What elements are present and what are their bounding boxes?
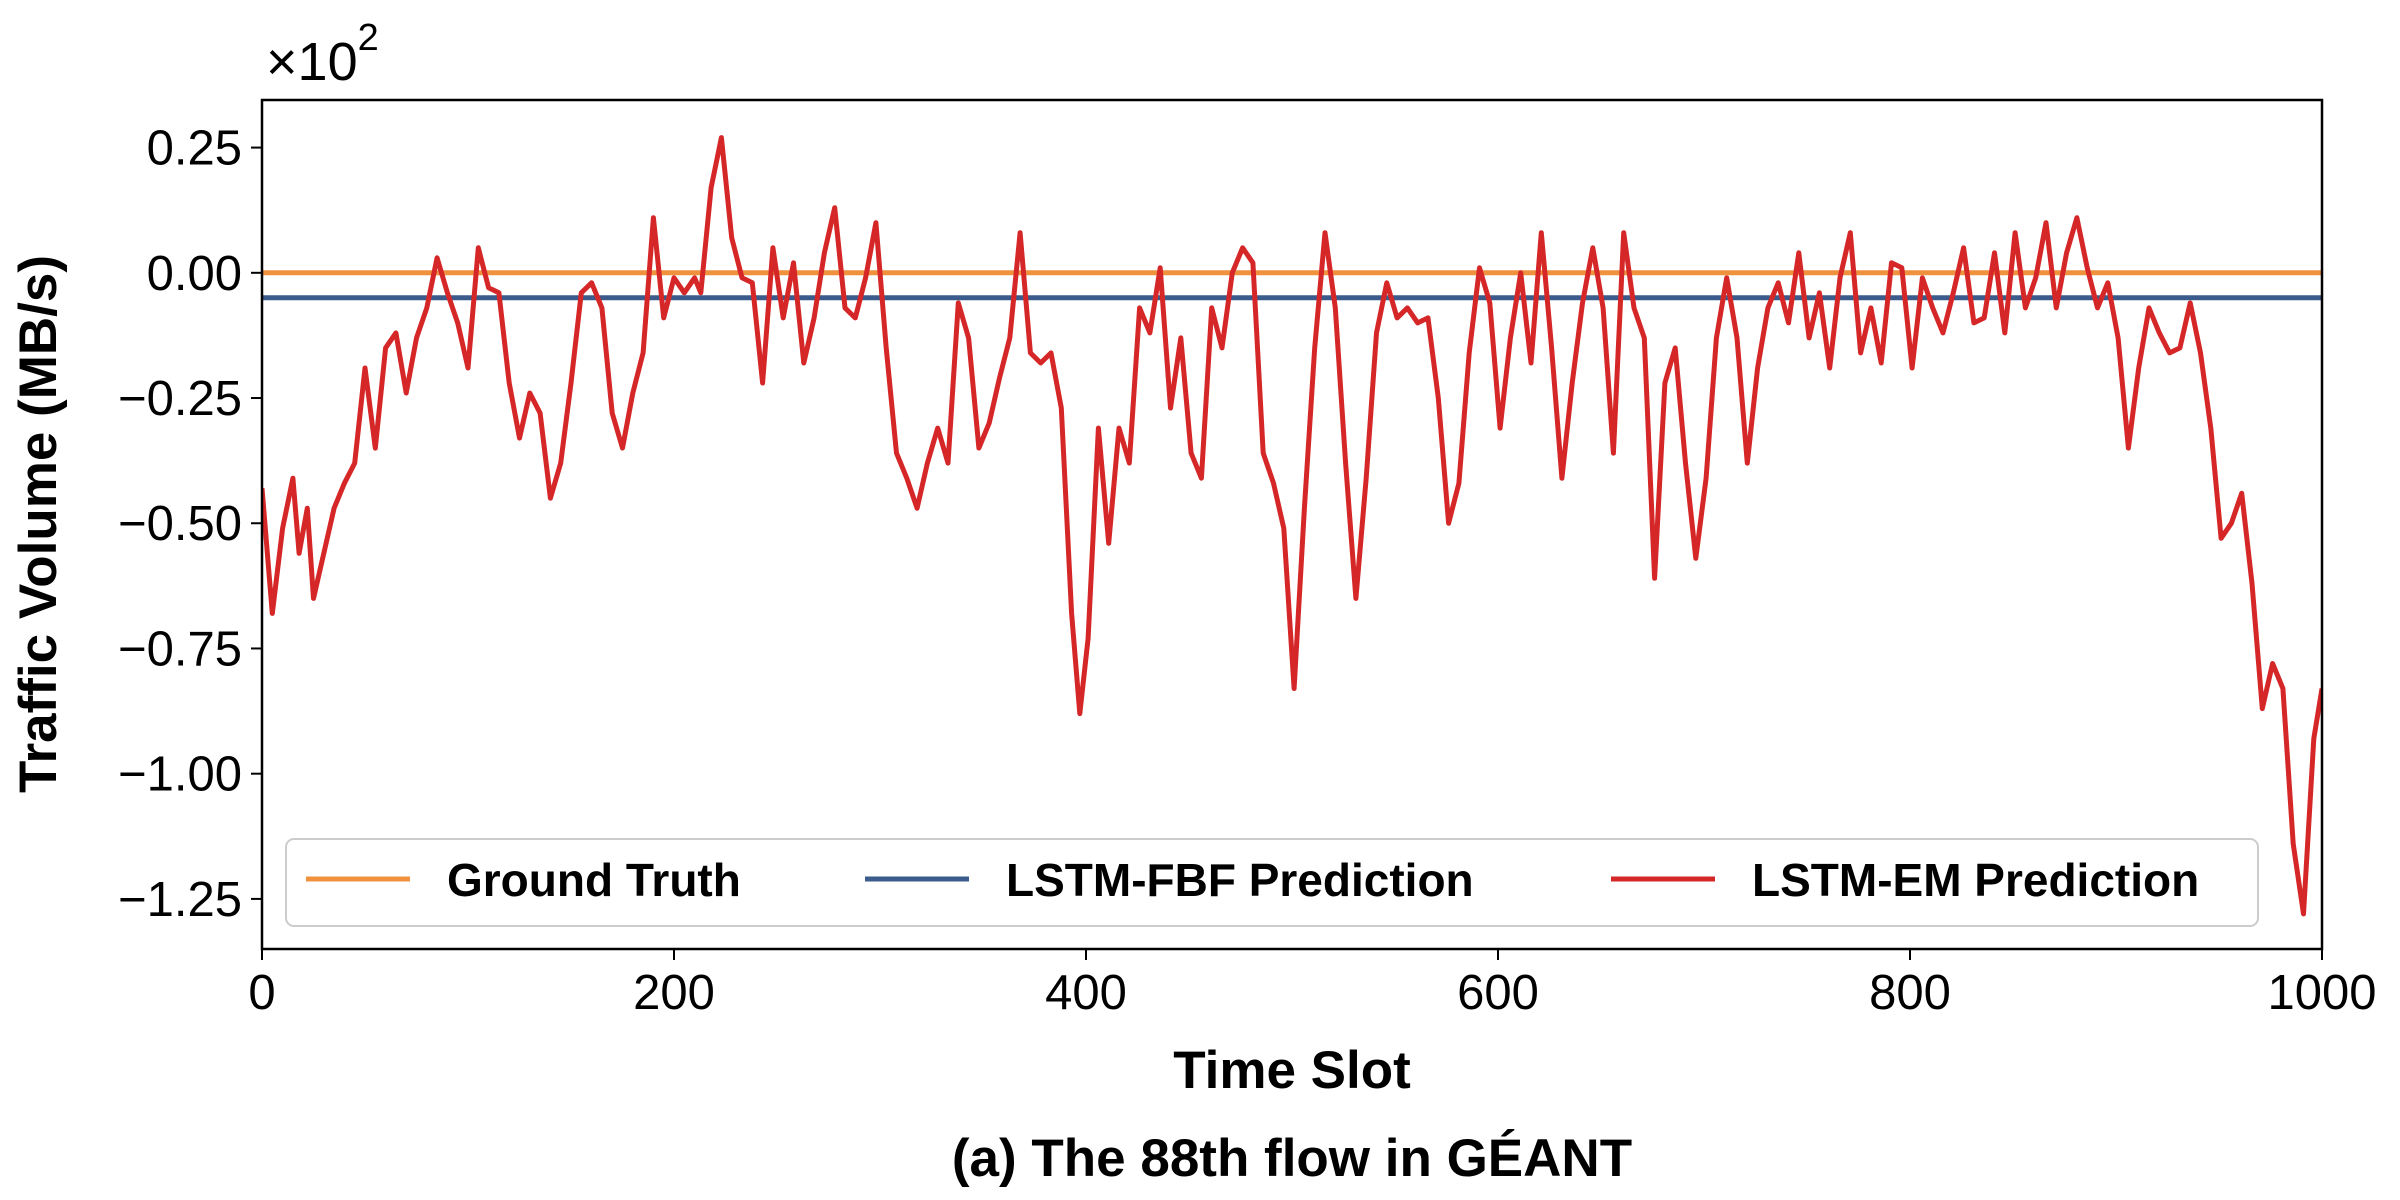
x-tick-label: 400 bbox=[1045, 966, 1127, 1020]
y-tick-label: −0.50 bbox=[118, 497, 242, 551]
x-tick-label: 800 bbox=[1869, 966, 1951, 1020]
x-axis-label: Time Slot bbox=[1173, 1041, 1411, 1100]
y-tick-label: −1.00 bbox=[118, 748, 242, 802]
x-tick-label: 200 bbox=[633, 966, 715, 1020]
y-axis-label: Traffic Volume (MB/s) bbox=[9, 255, 68, 793]
legend-label: LSTM-FBF Prediction bbox=[1006, 854, 1474, 906]
legend-box bbox=[285, 838, 2259, 927]
series-line bbox=[262, 135, 2322, 917]
x-tick-label: 1000 bbox=[2267, 966, 2376, 1020]
chart-title: (a) The 88th flow in GÉANT bbox=[952, 1128, 1632, 1188]
y-tick-label: −0.25 bbox=[118, 372, 242, 426]
y-tick-label: 0.25 bbox=[147, 122, 242, 176]
x-tick-label: 600 bbox=[1457, 966, 1539, 1020]
legend-label: LSTM-EM Prediction bbox=[1752, 854, 2199, 906]
plot-lines bbox=[262, 135, 2322, 917]
y-tick-label: −0.75 bbox=[118, 622, 242, 676]
x-tick-label: 0 bbox=[248, 966, 275, 1020]
y-multiplier: ×102 bbox=[266, 17, 379, 92]
y-multiplier-base: ×10 bbox=[266, 32, 358, 92]
plot-frame bbox=[260, 98, 2324, 951]
y-tick-label: 0.00 bbox=[147, 247, 242, 301]
y-tick-label: −1.25 bbox=[118, 873, 242, 927]
y-multiplier-exponent: 2 bbox=[358, 17, 379, 59]
legend-label: Ground Truth bbox=[447, 854, 741, 906]
